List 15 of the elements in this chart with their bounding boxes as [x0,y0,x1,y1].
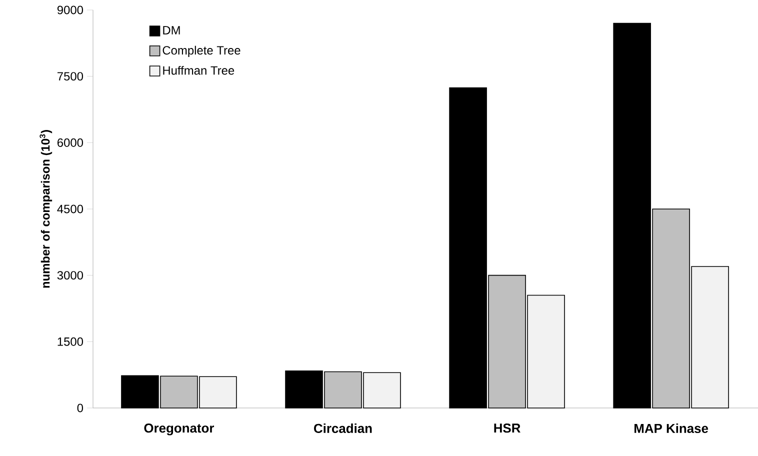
y-tick-label: 7500 [58,72,84,81]
legend-label: DM [163,26,180,34]
legend-label: Huffman Tree [163,66,234,75]
x-tick-label: HSR [494,424,520,433]
y-axis-title: number of comparison (10$^{3}$) [40,130,52,288]
x-tick-label: MAP Kinase [634,424,708,434]
y-tick-label: 3000 [57,271,84,280]
y-tick-label: 1500 [58,337,84,346]
y-tick-label: 4500 [57,204,84,214]
x-tick-label: Oregonator [144,424,214,436]
y-tick-label: 6000 [58,138,84,147]
x-tick-label: Circadian [314,424,372,434]
y-tick-label: 0 [77,404,84,412]
y-tick-label: 9000 [57,6,84,14]
legend-label: Complete Tree [162,46,240,57]
